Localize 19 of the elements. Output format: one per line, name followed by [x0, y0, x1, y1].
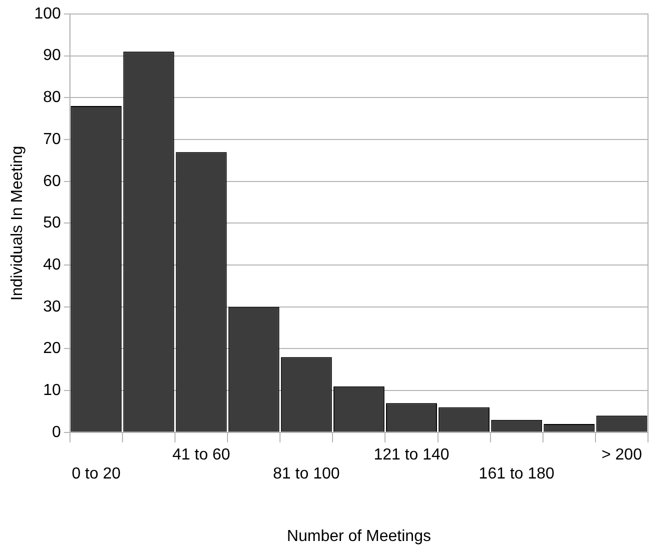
y-tick-label: 50: [43, 214, 61, 232]
x-tick-label: 121 to 140: [374, 446, 450, 464]
x-tick-label: 41 to 60: [172, 446, 230, 464]
y-tick-label: 10: [43, 382, 61, 399]
y-tick-label: 40: [43, 256, 61, 274]
y-tick-label: 0: [52, 424, 61, 441]
y-tick-label: 30: [43, 298, 61, 316]
y-tick-label: 80: [43, 89, 61, 106]
x-tick-label: 0 to 20: [72, 466, 121, 483]
y-tick-label: 20: [43, 340, 61, 358]
y-tick-label: 90: [43, 47, 61, 64]
y-tick-label: 60: [43, 172, 61, 190]
y-tick-label: 70: [43, 130, 61, 148]
x-axis-title: Number of Meetings: [286, 528, 431, 545]
y-tick-label: 100: [34, 5, 61, 22]
x-tick-label: > 200: [601, 446, 642, 464]
x-tick-label: 81 to 100: [273, 466, 340, 483]
y-axis-title: Individuals In Meeting: [9, 146, 26, 301]
x-tick-label: 161 to 180: [478, 466, 555, 483]
